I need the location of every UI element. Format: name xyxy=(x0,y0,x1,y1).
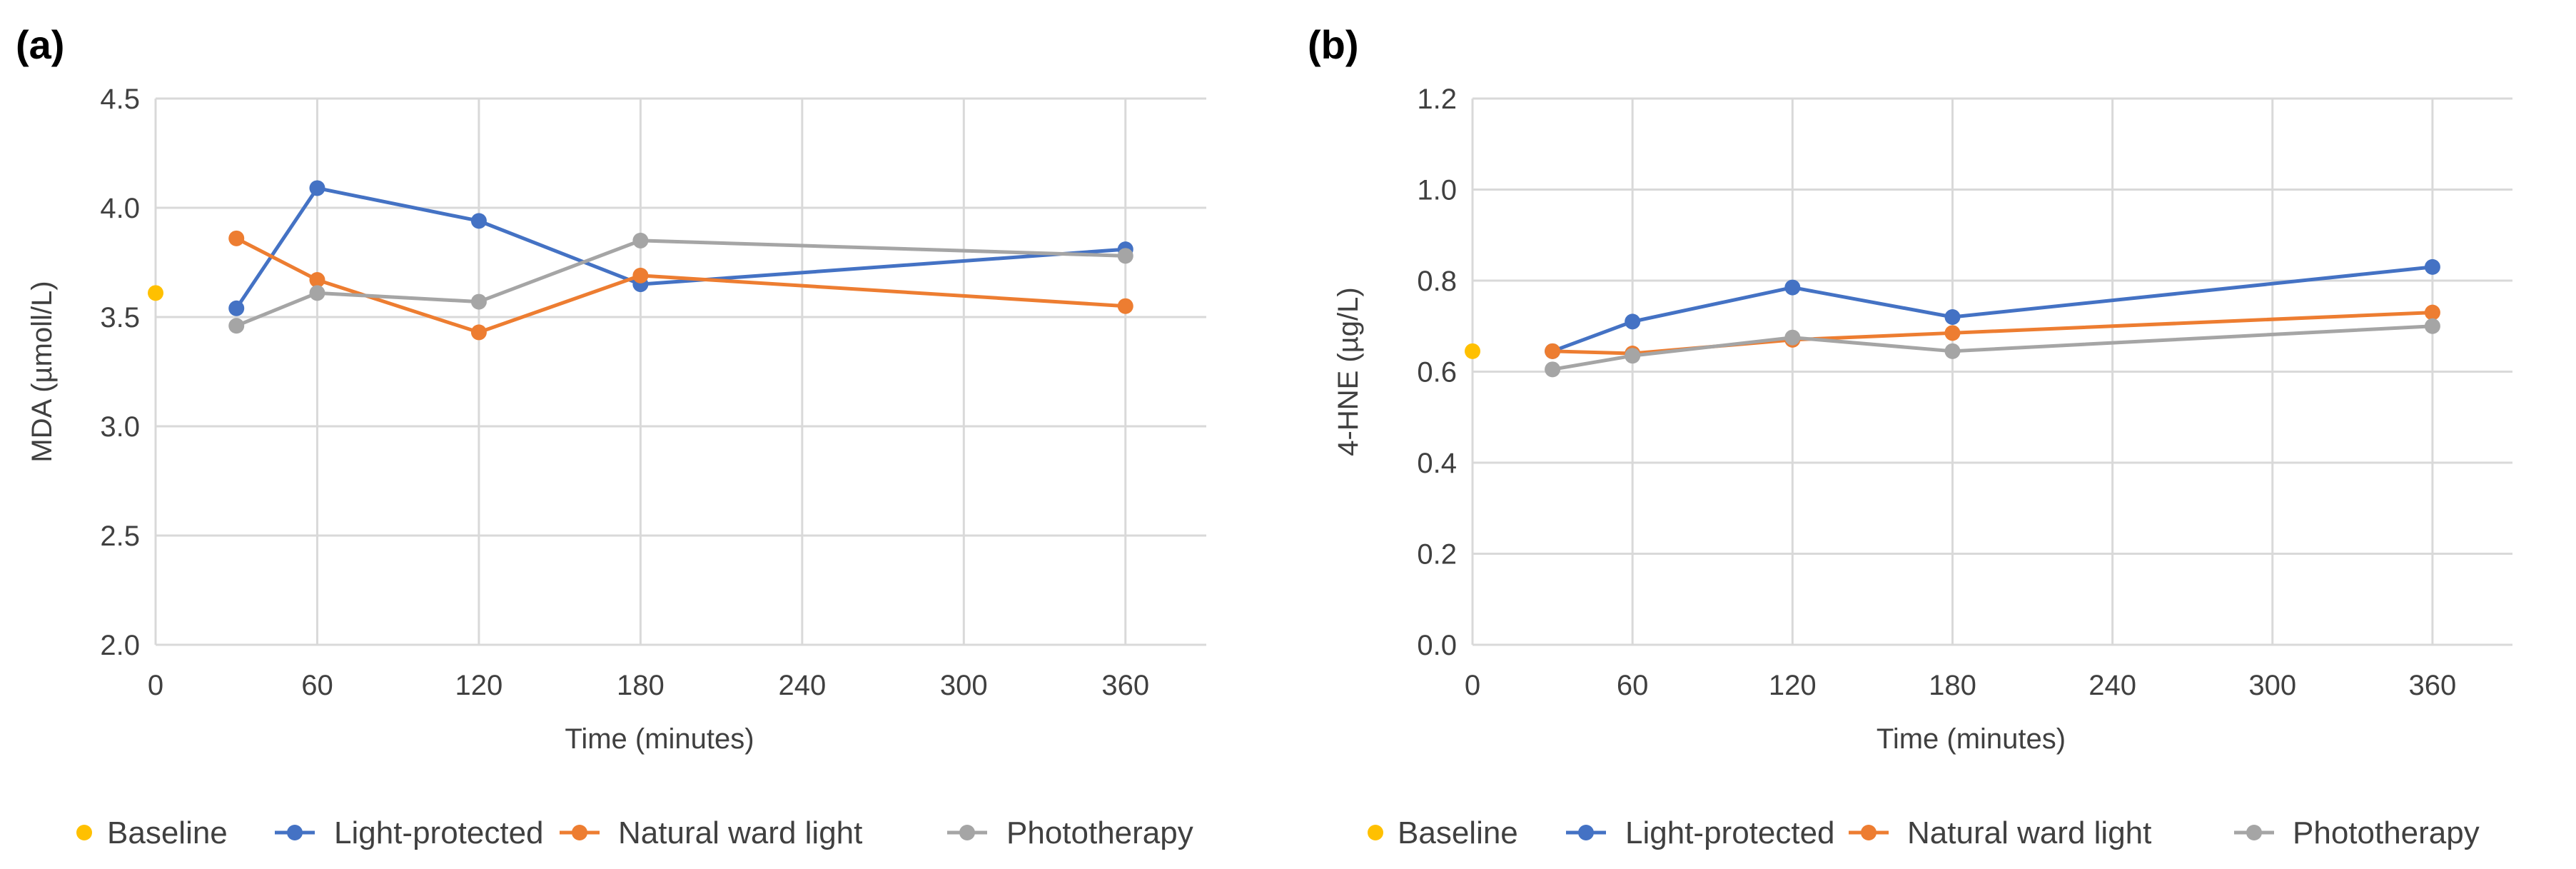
legend-marker-light-protected xyxy=(1578,825,1594,840)
data-point-phototherapy xyxy=(1117,248,1133,264)
data-point-phototherapy xyxy=(1784,329,1801,346)
x-tick-label: 180 xyxy=(617,670,665,701)
legend-marker-light-protected xyxy=(287,825,303,840)
y-tick-label: 0.6 xyxy=(1417,357,1457,388)
x-axis-title: Time (minutes) xyxy=(1877,723,2066,755)
legend-label-phototherapy: Phototherapy xyxy=(1006,815,1193,850)
x-tick-label: 0 xyxy=(1465,670,1480,701)
x-tick-label: 360 xyxy=(1101,670,1149,701)
data-point-natural-ward-light xyxy=(309,271,325,288)
data-point-natural-ward-light xyxy=(1545,343,1561,359)
series-line-phototherapy xyxy=(236,238,1126,328)
x-tick-label: 60 xyxy=(1617,670,1649,701)
legend-marker-baseline xyxy=(76,825,92,840)
chart-a: 2.0 2.5 3.0 3.5 4.0 4.5 0 60 120 180 240 300 360 Time… xyxy=(26,84,1206,850)
data-point-baseline xyxy=(148,285,163,301)
y-tick-label: 0.8 xyxy=(1417,266,1457,297)
data-point-light-protected xyxy=(2424,258,2440,275)
y-tick-label: 0.0 xyxy=(1417,630,1457,661)
data-point-natural-ward-light xyxy=(470,324,487,341)
y-tick-label: 0.4 xyxy=(1417,448,1457,479)
legend-label-natural-ward-light: Natural ward light xyxy=(1907,815,2151,850)
data-point-phototherapy xyxy=(1545,361,1561,378)
x-axis-title: Time (minutes) xyxy=(565,723,754,755)
chart-panel-a: (a) 2.0 2.5 3.0 3.5 4.0 4.5 0 60 120 180 240 300 360… xyxy=(0,0,1285,869)
x-tick-label: 300 xyxy=(940,670,988,701)
y-tick-label: 4.0 xyxy=(100,193,140,224)
x-tick-label: 300 xyxy=(2248,670,2296,701)
legend-marker-natural-ward-light xyxy=(1861,825,1877,840)
panel-label-a: (a) xyxy=(16,22,65,67)
x-tick-label: 120 xyxy=(1769,670,1817,701)
legend-marker-baseline xyxy=(1368,825,1383,840)
panel-label-b: (b) xyxy=(1308,22,1359,67)
legend-label-baseline: Baseline xyxy=(107,815,228,850)
chart-b: 0.0 0.2 0.4 0.6 0.8 1.0 1.2 0 60 120 180 240 300 360 T… xyxy=(1333,84,2512,850)
legend-label-baseline: Baseline xyxy=(1398,815,1518,850)
legend-label-light-protected: Light-protected xyxy=(334,815,544,850)
y-tick-label: 4.5 xyxy=(100,84,140,115)
data-point-natural-ward-light xyxy=(2424,304,2440,321)
y-tick-label: 1.0 xyxy=(1417,175,1457,206)
data-point-phototherapy xyxy=(470,293,487,310)
data-point-natural-ward-light xyxy=(1117,298,1133,314)
legend-label-light-protected: Light-protected xyxy=(1625,815,1835,850)
data-point-phototherapy xyxy=(1625,348,1641,364)
data-point-natural-ward-light xyxy=(228,230,245,246)
y-tick-label: 3.0 xyxy=(100,411,140,443)
x-tick-label: 360 xyxy=(2409,670,2457,701)
series-line-light-protected xyxy=(235,186,1126,310)
y-axis-title: 4-HNE (µg/L) xyxy=(1333,287,1364,456)
y-tick-label: 1.2 xyxy=(1417,84,1457,115)
data-point-phototherapy xyxy=(2424,318,2440,334)
y-tick-label: 0.2 xyxy=(1417,539,1457,571)
data-point-phototherapy xyxy=(1944,343,1961,359)
x-tick-label: 180 xyxy=(1929,670,1976,701)
y-tick-label: 2.0 xyxy=(100,630,140,661)
y-tick-label: 3.5 xyxy=(100,302,140,333)
y-tick-label: 2.5 xyxy=(100,521,140,552)
legend-label-natural-ward-light: Natural ward light xyxy=(618,815,862,850)
data-point-natural-ward-light xyxy=(1944,325,1961,341)
x-tick-label: 60 xyxy=(301,670,333,701)
data-point-phototherapy xyxy=(309,285,325,301)
data-point-light-protected xyxy=(228,300,245,316)
data-point-light-protected xyxy=(309,180,325,196)
x-tick-label: 240 xyxy=(778,670,826,701)
x-tick-label: 0 xyxy=(148,670,163,701)
x-tick-label: 120 xyxy=(455,670,503,701)
x-tick-label: 240 xyxy=(2088,670,2136,701)
data-point-phototherapy xyxy=(632,232,649,248)
data-point-light-protected xyxy=(470,213,487,229)
data-point-natural-ward-light xyxy=(632,267,649,283)
data-point-light-protected xyxy=(1625,313,1641,330)
data-point-baseline xyxy=(1465,343,1480,359)
data-point-light-protected xyxy=(1944,309,1961,325)
legend-marker-phototherapy xyxy=(959,825,975,840)
y-axis-title: MDA (µmoll/L) xyxy=(26,281,58,462)
chart-panel-b: (b) 0.0 0.2 0.4 0.6 0.8 1.0 1.2 0 60 120 180 240 300… xyxy=(1306,0,2576,869)
legend-marker-phototherapy xyxy=(2246,825,2262,840)
legend-label-phototherapy: Phototherapy xyxy=(2293,815,2480,850)
data-point-light-protected xyxy=(1784,279,1801,296)
data-point-phototherapy xyxy=(228,318,245,334)
legend-marker-natural-ward-light xyxy=(572,825,587,840)
